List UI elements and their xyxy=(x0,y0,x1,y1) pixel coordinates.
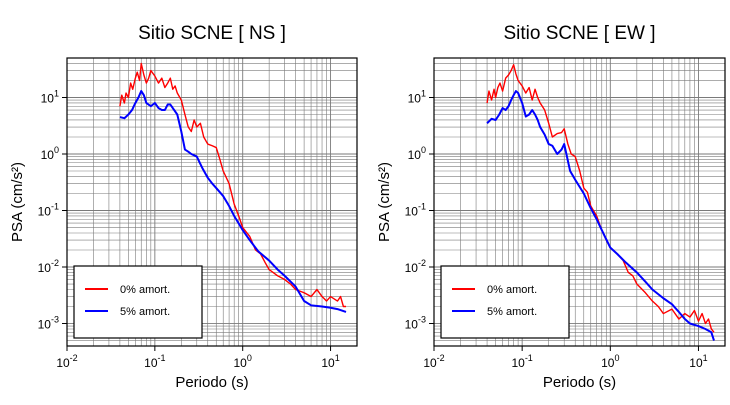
x-tick-label: 100 xyxy=(601,353,619,370)
legend-box xyxy=(73,265,203,339)
series-group xyxy=(119,62,347,313)
y-tick-label: 10-1 xyxy=(405,202,426,219)
series-line-0 xyxy=(486,64,715,333)
y-ticks: 10-3 10-2 10-1 100 101 xyxy=(405,88,434,332)
legend-label-0: 0% amort. xyxy=(487,284,537,296)
x-ticks: 10-2 10-1 100 101 xyxy=(423,346,708,370)
plot-frame xyxy=(433,57,726,347)
y-tick-label: 10-2 xyxy=(405,258,426,275)
chart-ns: Sitio SCNE [ NS ] Periodo (s) PSA (cm/s²… xyxy=(9,23,358,391)
x-ticks: 10-2 10-1 100 101 xyxy=(56,346,340,370)
y-tick-label: 100 xyxy=(41,145,59,162)
x-tick-label: 10-1 xyxy=(511,353,532,370)
legend-label-1: 5% amort. xyxy=(120,306,170,318)
series-group xyxy=(486,64,715,341)
x-tick-label: 10-1 xyxy=(144,353,165,370)
y-tick-label: 10-3 xyxy=(405,315,426,332)
y-ticks: 10-3 10-2 10-1 100 101 xyxy=(38,88,67,332)
x-tick-label: 101 xyxy=(689,353,707,370)
chart-ew: Sitio SCNE [ EW ] Periodo (s) PSA (cm/s²… xyxy=(376,23,726,391)
chart-title: Sitio SCNE [ EW ] xyxy=(503,23,655,44)
y-tick-label: 10-1 xyxy=(38,202,59,219)
x-tick-label: 101 xyxy=(321,353,339,370)
series-line-1 xyxy=(486,90,715,341)
x-tick-label: 100 xyxy=(234,353,252,370)
series-line-1 xyxy=(119,90,347,313)
y-axis-label: PSA (cm/s²) xyxy=(9,162,26,242)
x-axis-label: Periodo (s) xyxy=(175,374,248,391)
legend-label-0: 0% amort. xyxy=(120,284,170,296)
legend: 0% amort. 5% amort. xyxy=(73,265,203,339)
y-tick-label: 100 xyxy=(408,145,426,162)
x-axis-label: Periodo (s) xyxy=(543,374,616,391)
x-tick-label: 10-2 xyxy=(56,353,77,370)
chart-title: Sitio SCNE [ NS ] xyxy=(138,23,286,44)
legend-box xyxy=(440,265,570,339)
legend-label-1: 5% amort. xyxy=(487,306,537,318)
y-tick-label: 101 xyxy=(408,88,426,105)
x-tick-label: 10-2 xyxy=(423,353,444,370)
y-tick-label: 10-2 xyxy=(38,258,59,275)
y-axis-label: PSA (cm/s²) xyxy=(376,162,393,242)
plot-frame xyxy=(66,57,358,347)
legend: 0% amort. 5% amort. xyxy=(440,265,570,339)
y-tick-label: 10-3 xyxy=(38,315,59,332)
grid xyxy=(66,57,358,347)
y-tick-label: 101 xyxy=(41,88,59,105)
